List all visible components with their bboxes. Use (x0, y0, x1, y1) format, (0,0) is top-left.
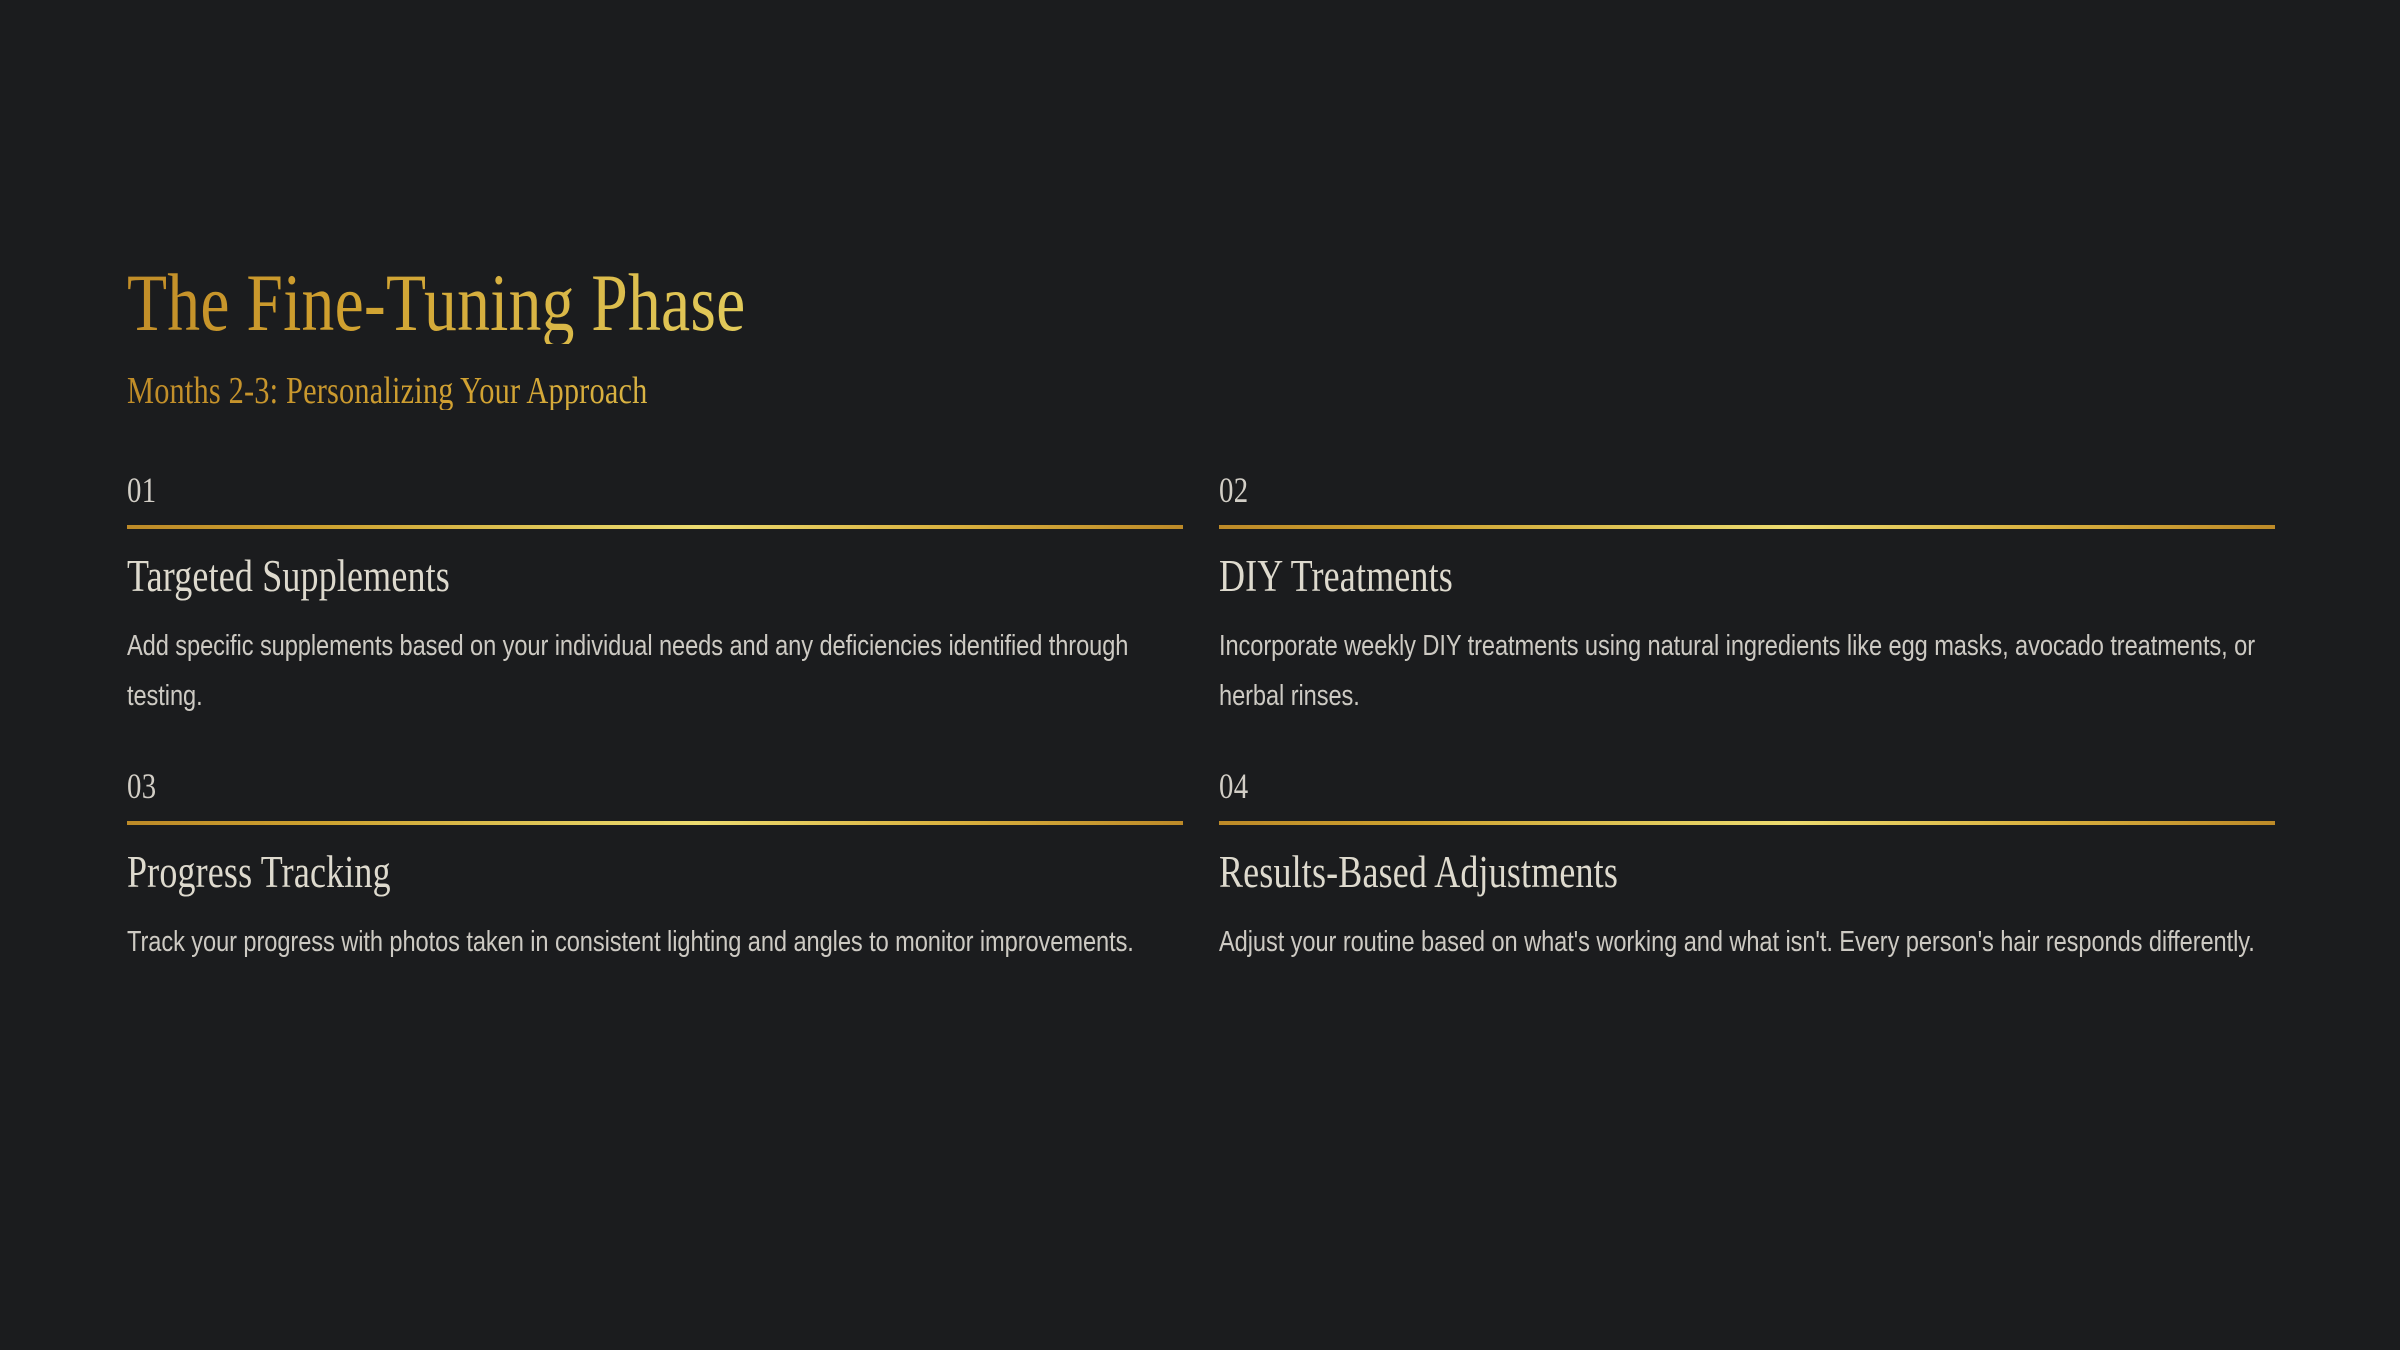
feature-card: 03 Progress Tracking Track your progress… (127, 768, 1183, 1014)
card-body: Track your progress with photos taken in… (127, 926, 1134, 959)
feature-card: 02 DIY Treatments Incorporate weekly DIY… (1219, 472, 2275, 768)
card-number: 04 (1219, 766, 1249, 806)
page-title: The Fine-Tuning Phase (127, 0, 1845, 344)
card-body: Add specific supplements based on your i… (127, 630, 1129, 713)
card-heading: Targeted Supplements (127, 551, 450, 601)
card-divider (1219, 821, 2275, 825)
card-divider (127, 525, 1183, 529)
slide-content: The Fine-Tuning Phase Months 2-3: Person… (127, 0, 2275, 1014)
page-subtitle: Months 2-3: Personalizing Your Approach (127, 344, 1845, 410)
card-body: Adjust your routine based on what's work… (1219, 926, 2255, 959)
card-divider (1219, 525, 2275, 529)
card-number: 03 (127, 766, 157, 806)
card-number: 01 (127, 470, 157, 510)
feature-card: 04 Results-Based Adjustments Adjust your… (1219, 768, 2275, 1014)
card-heading: Progress Tracking (127, 847, 391, 897)
feature-card: 01 Targeted Supplements Add specific sup… (127, 472, 1183, 768)
card-body: Incorporate weekly DIY treatments using … (1219, 630, 2255, 713)
card-heading: Results-Based Adjustments (1219, 847, 1618, 897)
card-heading: DIY Treatments (1219, 551, 1453, 601)
card-divider (127, 821, 1183, 825)
card-number: 02 (1219, 470, 1249, 510)
feature-card-grid: 01 Targeted Supplements Add specific sup… (127, 472, 2275, 1014)
